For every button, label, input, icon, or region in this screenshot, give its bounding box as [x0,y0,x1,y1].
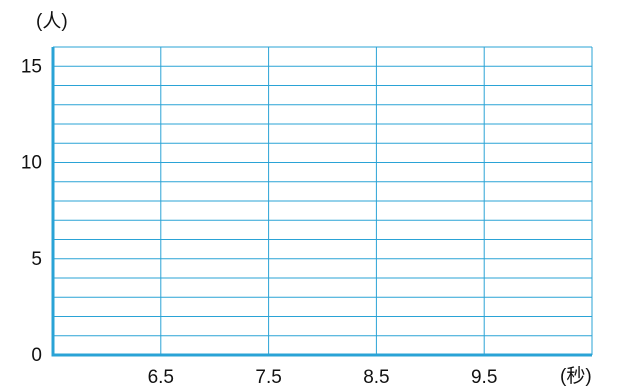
y-tick-label: 5 [31,249,42,270]
y-axis-label: (人) [36,10,68,32]
x-tick-label: 8.5 [363,367,389,388]
x-tick-label: 6.5 [148,367,174,388]
x-tick-label: 9.5 [471,367,497,388]
y-tick-label: 15 [21,56,42,77]
x-axis-label: (秒) [560,365,592,387]
y-tick-label: 0 [31,345,42,366]
y-tick-label: 10 [21,153,42,174]
x-tick-label: 7.5 [255,367,281,388]
